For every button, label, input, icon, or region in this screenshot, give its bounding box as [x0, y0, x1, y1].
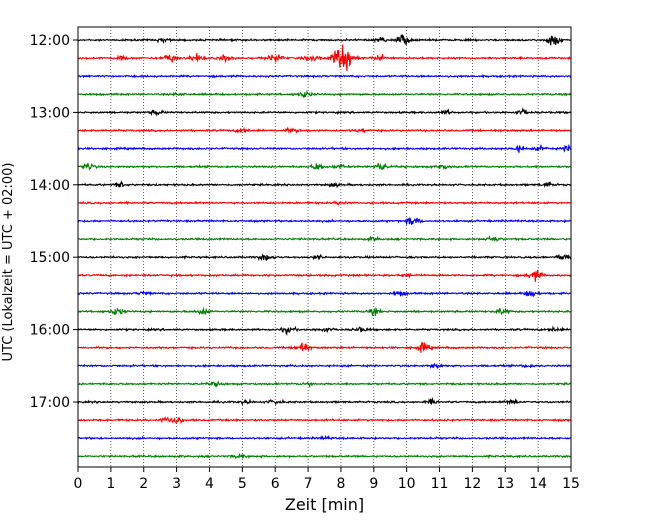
seismic-trace — [77, 200, 572, 206]
seismic-trace — [77, 416, 572, 425]
seismic-trace — [77, 34, 572, 46]
seismic-trace — [77, 380, 572, 389]
seismic-trace — [77, 89, 572, 98]
vertical-grid — [110, 27, 539, 467]
seismic-trace — [77, 325, 572, 336]
x-tick-label: 11 — [431, 476, 449, 492]
seismic-trace — [77, 216, 572, 226]
seismic-trace — [77, 362, 572, 369]
y-axis: 12:00 13:00 14:00 15:00 16:00 17:00 — [30, 33, 78, 411]
seismic-trace — [77, 434, 572, 441]
y-tick-label: 12:00 — [30, 33, 70, 49]
seismic-trace — [77, 253, 572, 262]
seismic-trace — [77, 74, 572, 79]
seismic-trace — [77, 106, 572, 117]
x-tick-label: 15 — [562, 476, 580, 492]
seismic-trace — [77, 453, 572, 460]
x-tick-label: 8 — [336, 476, 345, 492]
plot-frame — [77, 26, 572, 468]
y-tick-label: 14:00 — [30, 178, 70, 194]
seismic-trace — [77, 126, 572, 134]
seismic-trace — [77, 306, 572, 317]
seismic-trace — [77, 269, 572, 282]
seismic-trace — [77, 180, 572, 189]
seismic-trace — [77, 44, 572, 72]
x-tick-label: 0 — [74, 476, 83, 492]
x-tick-label: 13 — [496, 476, 514, 492]
x-tick-label: 12 — [463, 476, 481, 492]
y-tick-label: 15:00 — [30, 250, 70, 266]
seismic-trace — [77, 341, 572, 353]
seismic-traces — [77, 34, 572, 460]
y-tick-label: 17:00 — [30, 395, 70, 411]
x-tick-label: 3 — [172, 476, 181, 492]
seismic-trace — [77, 144, 572, 153]
x-tick-label: 9 — [369, 476, 378, 492]
seismic-trace — [77, 396, 572, 406]
y-tick-label: 13:00 — [30, 105, 70, 121]
x-tick-label: 4 — [205, 476, 214, 492]
x-tick-label: 10 — [398, 476, 416, 492]
x-axis-label: Zeit [min] — [285, 495, 364, 514]
x-tick-label: 7 — [304, 476, 313, 492]
y-axis-label: UTC (Lokalzeit = UTC + 02:00) — [1, 163, 16, 362]
x-tick-label: 1 — [106, 476, 115, 492]
x-tick-label: 2 — [139, 476, 148, 492]
x-axis: 0 1 2 3 4 5 6 7 8 9 10 11 12 13 14 15 — [74, 467, 580, 492]
x-tick-label: 6 — [271, 476, 280, 492]
seismic-trace — [77, 234, 572, 243]
seismic-trace — [77, 290, 572, 298]
x-tick-label: 5 — [238, 476, 247, 492]
x-tick-label: 14 — [529, 476, 547, 492]
seismic-trace — [77, 162, 572, 171]
y-tick-label: 16:00 — [30, 323, 70, 339]
